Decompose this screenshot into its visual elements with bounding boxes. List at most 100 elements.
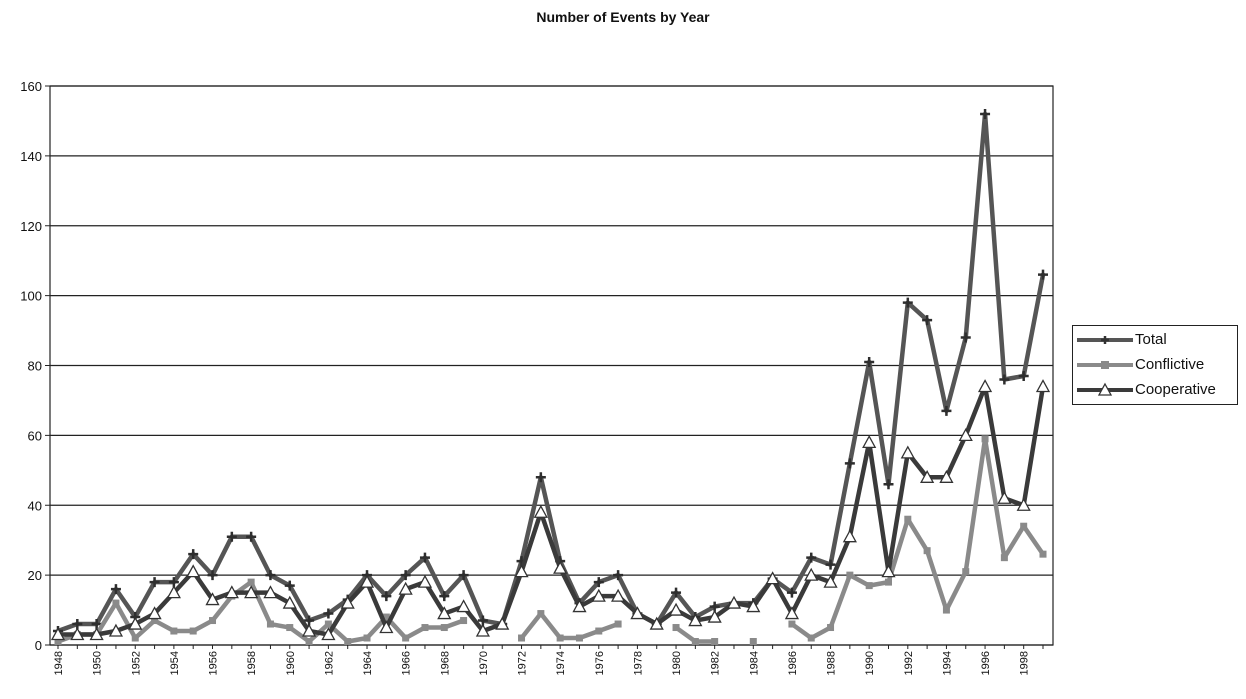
point-conflictive-1953 <box>151 617 159 625</box>
x-tick-label-1994: 1994 <box>941 651 953 675</box>
point-total-1991 <box>883 479 894 490</box>
point-cooperative-1995 <box>958 428 973 442</box>
point-cooperative-1977 <box>611 588 626 602</box>
point-cooperative-1948 <box>50 627 66 641</box>
x-axis-ticks: 1948 1950 1952 1954 1956 1958 1960 1962 1964 1966… <box>53 645 1044 675</box>
x-tick-label-1998: 1998 <box>1019 651 1031 675</box>
line-conflictive-segment-0 <box>55 579 466 644</box>
point-conflictive-1951 <box>112 599 120 607</box>
x-tick-label-1976: 1976 <box>594 651 606 675</box>
line-cooperative-segment-0 <box>55 384 1046 637</box>
point-total-1967 <box>419 552 430 563</box>
legend-label-total: Total <box>1135 331 1167 348</box>
series-cooperative <box>50 379 1051 641</box>
point-total-1988 <box>825 559 836 570</box>
point-cooperative-1972 <box>514 564 529 578</box>
point-total-1989 <box>844 458 855 469</box>
legend-swatch-cooperative <box>1077 382 1133 396</box>
point-total-1960 <box>284 580 295 591</box>
point-total-1953 <box>149 577 160 588</box>
x-tick-label-1990: 1990 <box>864 651 876 675</box>
point-conflictive-1995 <box>962 568 970 576</box>
point-total-1996 <box>980 108 991 119</box>
point-conflictive-1956 <box>209 617 217 625</box>
point-total-1959 <box>265 570 276 581</box>
point-cooperative-1950 <box>89 627 104 641</box>
point-cooperative-1991 <box>881 564 896 578</box>
point-conflictive-1981 <box>691 638 699 646</box>
point-conflictive-1955 <box>189 627 197 635</box>
y-axis-ticks: 0 20 40 60 80 100 120 140 160 <box>20 79 50 653</box>
point-cooperative-1961 <box>301 623 317 637</box>
point-conflictive-1965 <box>382 613 390 621</box>
point-total-1992 <box>902 297 913 308</box>
point-total-1976 <box>593 577 604 588</box>
point-cooperative-1959 <box>263 585 278 599</box>
legend-label-cooperative: Cooperative <box>1135 381 1216 398</box>
point-conflictive-1975 <box>575 634 583 642</box>
chart-title: Number of Events by Year <box>536 9 710 25</box>
point-cooperative-1975 <box>572 599 587 613</box>
y-tick-label-40: 40 <box>28 498 42 513</box>
y-tick-label-160: 160 <box>20 79 42 94</box>
point-conflictive-1990 <box>865 582 873 590</box>
x-tick-label-1956: 1956 <box>208 651 220 675</box>
x-tick-label-1964: 1964 <box>362 651 374 675</box>
point-conflictive-1964 <box>363 634 371 642</box>
point-conflictive-1987 <box>807 634 815 642</box>
point-conflictive-1986 <box>788 620 796 628</box>
point-cooperative-1983 <box>726 595 742 609</box>
x-tick-label-1962: 1962 <box>323 651 335 675</box>
point-conflictive-1974 <box>556 634 564 642</box>
point-cooperative-1979 <box>649 616 664 630</box>
point-cooperative-1980 <box>668 602 684 616</box>
point-conflictive-1992 <box>904 515 912 523</box>
x-tick-label-1958: 1958 <box>246 651 258 675</box>
point-cooperative-1970 <box>475 623 490 637</box>
y-tick-label-120: 120 <box>20 219 42 234</box>
point-conflictive-1973 <box>537 610 545 618</box>
point-total-1955 <box>188 549 199 560</box>
x-tick-label-1972: 1972 <box>517 651 529 675</box>
point-cooperative-1969 <box>456 599 471 613</box>
point-cooperative-1964 <box>359 574 375 588</box>
point-total-1951 <box>110 584 121 595</box>
x-tick-label-1986: 1986 <box>787 651 799 675</box>
point-cooperative-1996 <box>977 379 993 393</box>
legend-item-cooperative: Cooperative <box>1073 378 1237 402</box>
x-tick-label-1952: 1952 <box>130 651 142 675</box>
point-conflictive-1968 <box>440 624 448 632</box>
point-conflictive-1948 <box>54 638 62 646</box>
x-tick-label-1988: 1988 <box>826 651 838 675</box>
x-tick-label-1978: 1978 <box>632 651 644 675</box>
point-cooperative-1949 <box>70 627 85 641</box>
point-cooperative-1989 <box>842 529 857 543</box>
point-cooperative-1954 <box>166 585 181 599</box>
point-cooperative-1956 <box>205 592 220 606</box>
point-conflictive-1962 <box>324 620 332 628</box>
point-conflictive-1976 <box>595 627 603 635</box>
point-total-1986 <box>786 587 797 598</box>
point-cooperative-1998 <box>1016 497 1031 511</box>
point-conflictive-1961 <box>305 638 313 646</box>
point-total-1980 <box>671 587 682 598</box>
point-conflictive-1972 <box>518 634 526 642</box>
point-cooperative-1985 <box>765 571 780 585</box>
point-cooperative-1965 <box>379 620 394 634</box>
point-cooperative-1993 <box>920 469 935 483</box>
point-cooperative-1952 <box>128 616 143 630</box>
point-cooperative-1976 <box>591 588 606 602</box>
point-total-1993 <box>922 315 933 326</box>
point-cooperative-1986 <box>784 606 800 620</box>
point-conflictive-1988 <box>827 624 835 632</box>
legend-label-conflictive: Conflictive <box>1135 356 1205 373</box>
point-cooperative-1971 <box>495 616 510 630</box>
x-tick-label-1966: 1966 <box>401 651 413 675</box>
line-total-segment-0 <box>55 111 1046 634</box>
point-conflictive-1952 <box>131 634 139 642</box>
point-conflictive-1984 <box>749 638 757 646</box>
x-tick-label-1960: 1960 <box>285 651 297 675</box>
point-conflictive-1958 <box>247 578 255 586</box>
point-conflictive-1969 <box>460 617 468 625</box>
